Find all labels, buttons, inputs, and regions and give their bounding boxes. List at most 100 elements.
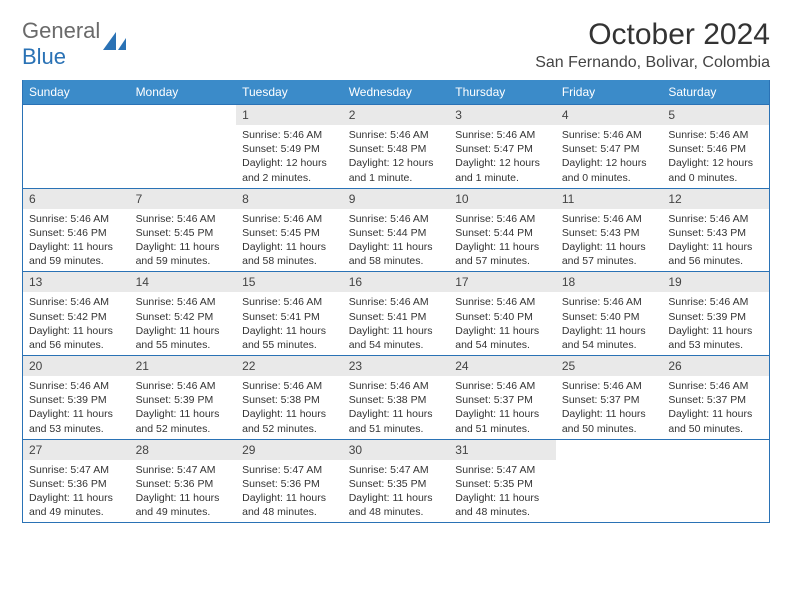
day-number: 29 [236,440,343,460]
day-number: 31 [449,440,556,460]
calendar-day-cell: 25Sunrise: 5:46 AMSunset: 5:37 PMDayligh… [556,355,663,439]
day-number: 28 [130,440,237,460]
day-number: 25 [556,356,663,376]
calendar-day-cell: 1Sunrise: 5:46 AMSunset: 5:49 PMDaylight… [236,104,343,188]
calendar-day-cell: 14Sunrise: 5:46 AMSunset: 5:42 PMDayligh… [130,271,237,355]
day-header: Tuesday [236,80,343,104]
day-details: Sunrise: 5:47 AMSunset: 5:36 PMDaylight:… [130,460,237,523]
location-text: San Fernando, Bolivar, Colombia [535,54,770,72]
day-details: Sunrise: 5:47 AMSunset: 5:36 PMDaylight:… [236,460,343,523]
day-number: 5 [662,105,769,125]
day-details: Sunrise: 5:46 AMSunset: 5:40 PMDaylight:… [449,292,556,355]
day-details: Sunrise: 5:46 AMSunset: 5:39 PMDaylight:… [662,292,769,355]
brand-part1: General [22,18,100,43]
day-number: 10 [449,189,556,209]
day-details: Sunrise: 5:47 AMSunset: 5:36 PMDaylight:… [23,460,130,523]
day-number: 21 [130,356,237,376]
calendar-week-row: ..1Sunrise: 5:46 AMSunset: 5:49 PMDaylig… [23,104,769,188]
day-number: 17 [449,272,556,292]
title-block: October 2024 San Fernando, Bolivar, Colo… [535,18,770,72]
day-details: Sunrise: 5:46 AMSunset: 5:44 PMDaylight:… [343,209,450,272]
brand-part2: Blue [22,44,66,69]
header: General Blue October 2024 San Fernando, … [22,18,770,72]
calendar-week-row: 6Sunrise: 5:46 AMSunset: 5:46 PMDaylight… [23,188,769,272]
day-number: 19 [662,272,769,292]
day-header: Saturday [662,80,769,104]
day-number: 6 [23,189,130,209]
calendar-day-cell: 12Sunrise: 5:46 AMSunset: 5:43 PMDayligh… [662,188,769,272]
day-number: 1 [236,105,343,125]
calendar-week-row: 27Sunrise: 5:47 AMSunset: 5:36 PMDayligh… [23,439,769,524]
calendar-day-cell: 10Sunrise: 5:46 AMSunset: 5:44 PMDayligh… [449,188,556,272]
day-details: Sunrise: 5:46 AMSunset: 5:37 PMDaylight:… [556,376,663,439]
day-details: Sunrise: 5:46 AMSunset: 5:49 PMDaylight:… [236,125,343,188]
day-number: 23 [343,356,450,376]
day-number: 22 [236,356,343,376]
day-number: 4 [556,105,663,125]
day-number: 18 [556,272,663,292]
day-details: Sunrise: 5:46 AMSunset: 5:41 PMDaylight:… [343,292,450,355]
logo-sail-icon [102,30,128,52]
day-number: 2 [343,105,450,125]
calendar-day-cell: 26Sunrise: 5:46 AMSunset: 5:37 PMDayligh… [662,355,769,439]
calendar-day-cell: 8Sunrise: 5:46 AMSunset: 5:45 PMDaylight… [236,188,343,272]
calendar-day-cell: 23Sunrise: 5:46 AMSunset: 5:38 PMDayligh… [343,355,450,439]
day-details: Sunrise: 5:46 AMSunset: 5:40 PMDaylight:… [556,292,663,355]
calendar-day-cell: 28Sunrise: 5:47 AMSunset: 5:36 PMDayligh… [130,439,237,524]
calendar-day-cell: 31Sunrise: 5:47 AMSunset: 5:35 PMDayligh… [449,439,556,524]
calendar-day-cell: 18Sunrise: 5:46 AMSunset: 5:40 PMDayligh… [556,271,663,355]
day-details: Sunrise: 5:46 AMSunset: 5:39 PMDaylight:… [130,376,237,439]
calendar-day-cell: . [662,439,769,524]
day-number: 11 [556,189,663,209]
calendar-day-cell: 19Sunrise: 5:46 AMSunset: 5:39 PMDayligh… [662,271,769,355]
day-details: Sunrise: 5:46 AMSunset: 5:37 PMDaylight:… [662,376,769,439]
calendar-day-cell: 7Sunrise: 5:46 AMSunset: 5:45 PMDaylight… [130,188,237,272]
brand-logo: General Blue [22,18,128,70]
day-number: 16 [343,272,450,292]
calendar-day-cell: 6Sunrise: 5:46 AMSunset: 5:46 PMDaylight… [23,188,130,272]
day-number: 27 [23,440,130,460]
day-number: 20 [23,356,130,376]
day-number: 12 [662,189,769,209]
day-details: Sunrise: 5:46 AMSunset: 5:38 PMDaylight:… [343,376,450,439]
month-title: October 2024 [535,18,770,52]
calendar-day-cell: 29Sunrise: 5:47 AMSunset: 5:36 PMDayligh… [236,439,343,524]
day-details: Sunrise: 5:46 AMSunset: 5:48 PMDaylight:… [343,125,450,188]
day-details: Sunrise: 5:46 AMSunset: 5:39 PMDaylight:… [23,376,130,439]
calendar-day-cell: 11Sunrise: 5:46 AMSunset: 5:43 PMDayligh… [556,188,663,272]
day-details: Sunrise: 5:46 AMSunset: 5:47 PMDaylight:… [556,125,663,188]
day-details: Sunrise: 5:46 AMSunset: 5:45 PMDaylight:… [236,209,343,272]
day-number: 13 [23,272,130,292]
day-number: 30 [343,440,450,460]
calendar-day-cell: 5Sunrise: 5:46 AMSunset: 5:46 PMDaylight… [662,104,769,188]
day-details: Sunrise: 5:47 AMSunset: 5:35 PMDaylight:… [449,460,556,523]
day-number: 26 [662,356,769,376]
day-details: Sunrise: 5:46 AMSunset: 5:43 PMDaylight:… [662,209,769,272]
day-details: Sunrise: 5:46 AMSunset: 5:38 PMDaylight:… [236,376,343,439]
day-header: Friday [556,80,663,104]
day-number: 14 [130,272,237,292]
day-header: Wednesday [343,80,450,104]
calendar-day-cell: 3Sunrise: 5:46 AMSunset: 5:47 PMDaylight… [449,104,556,188]
day-number: 8 [236,189,343,209]
day-details: Sunrise: 5:46 AMSunset: 5:46 PMDaylight:… [662,125,769,188]
day-header-row: SundayMondayTuesdayWednesdayThursdayFrid… [23,80,769,104]
calendar-week-row: 13Sunrise: 5:46 AMSunset: 5:42 PMDayligh… [23,271,769,355]
calendar-day-cell: 20Sunrise: 5:46 AMSunset: 5:39 PMDayligh… [23,355,130,439]
calendar-day-cell: 22Sunrise: 5:46 AMSunset: 5:38 PMDayligh… [236,355,343,439]
calendar-day-cell: . [556,439,663,524]
calendar-day-cell: 17Sunrise: 5:46 AMSunset: 5:40 PMDayligh… [449,271,556,355]
day-details: Sunrise: 5:46 AMSunset: 5:43 PMDaylight:… [556,209,663,272]
day-details: Sunrise: 5:47 AMSunset: 5:35 PMDaylight:… [343,460,450,523]
calendar-day-cell: . [23,104,130,188]
calendar-day-cell: 30Sunrise: 5:47 AMSunset: 5:35 PMDayligh… [343,439,450,524]
day-details: Sunrise: 5:46 AMSunset: 5:42 PMDaylight:… [23,292,130,355]
day-header: Thursday [449,80,556,104]
calendar-day-cell: 16Sunrise: 5:46 AMSunset: 5:41 PMDayligh… [343,271,450,355]
day-details: Sunrise: 5:46 AMSunset: 5:45 PMDaylight:… [130,209,237,272]
calendar-day-cell: 4Sunrise: 5:46 AMSunset: 5:47 PMDaylight… [556,104,663,188]
day-details: Sunrise: 5:46 AMSunset: 5:46 PMDaylight:… [23,209,130,272]
calendar-day-cell: . [130,104,237,188]
day-details: Sunrise: 5:46 AMSunset: 5:37 PMDaylight:… [449,376,556,439]
day-number: 3 [449,105,556,125]
